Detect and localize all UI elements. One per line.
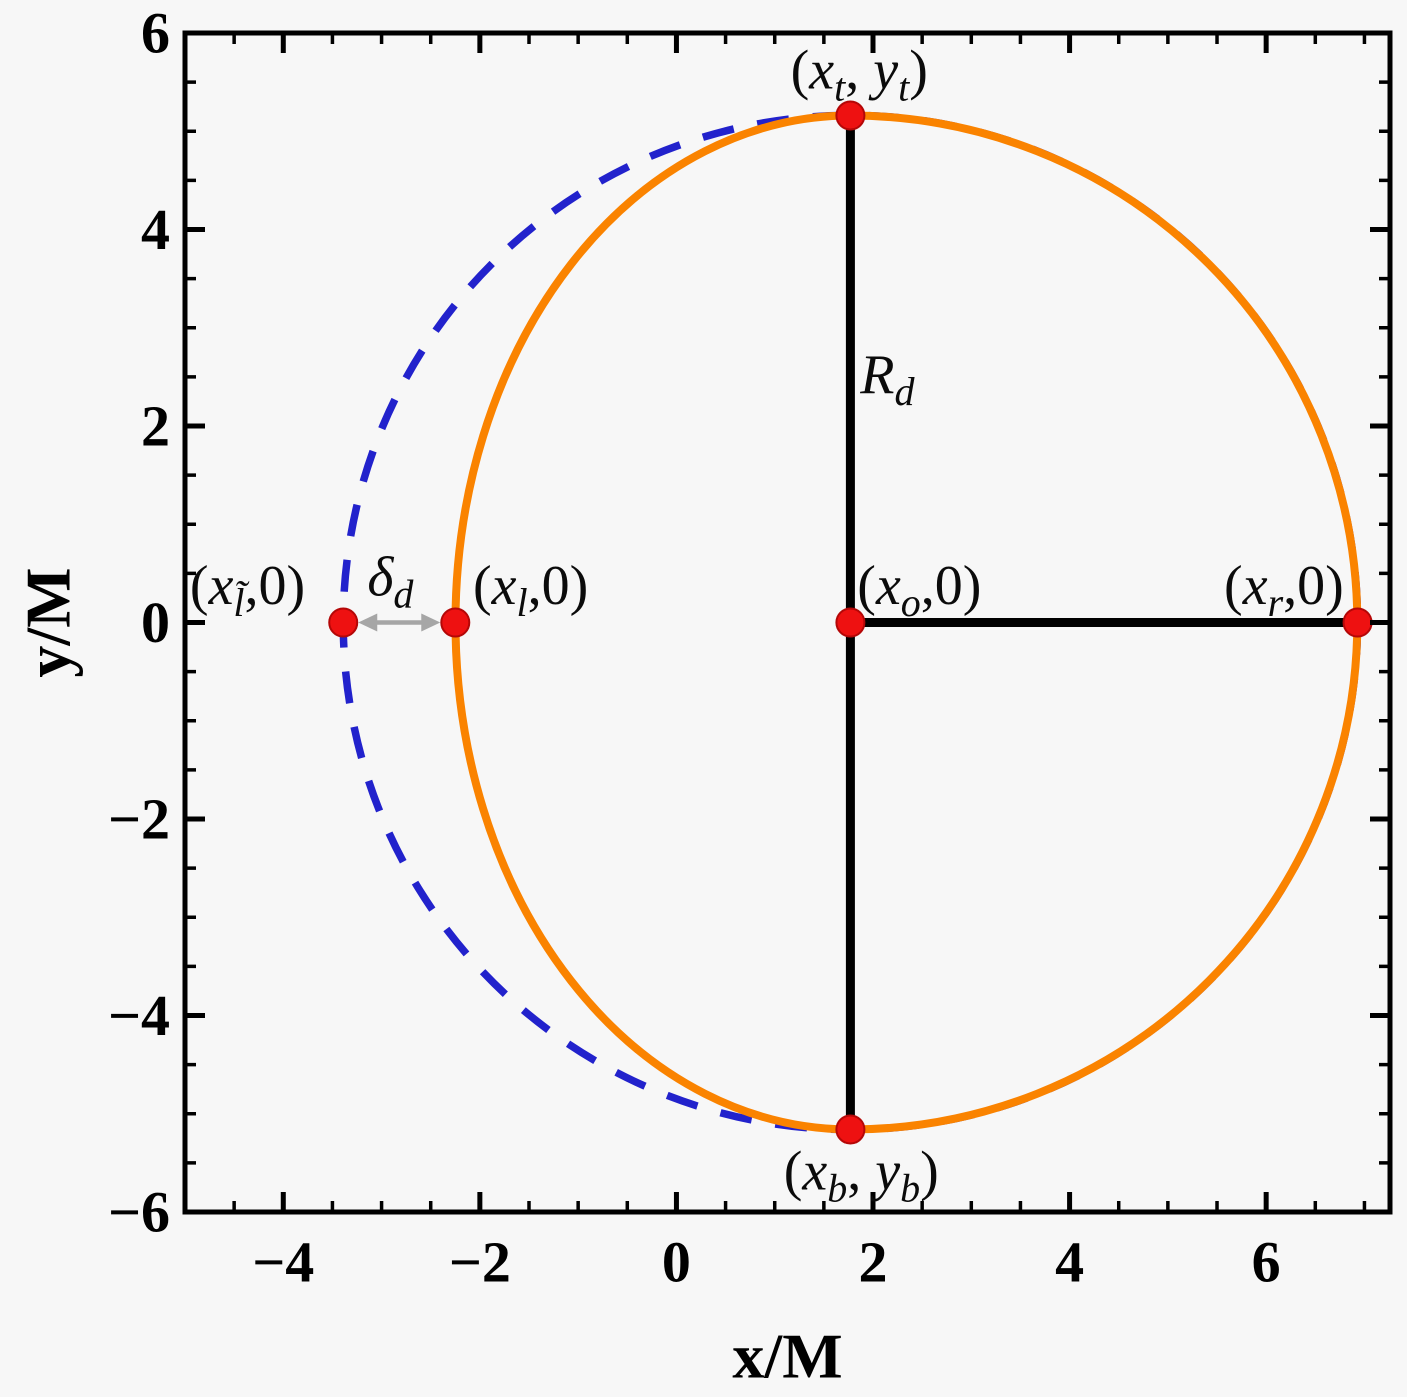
y-tick-label: 4 bbox=[141, 197, 170, 262]
x-tick-label: 0 bbox=[662, 1230, 691, 1295]
radius-label: Rd bbox=[859, 344, 915, 414]
x-tick-label: −4 bbox=[252, 1230, 314, 1295]
delta-d-label: δd bbox=[367, 546, 414, 616]
y-tick-label: −2 bbox=[108, 787, 170, 852]
delta-arrow-head-left bbox=[358, 613, 378, 632]
center-point-marker bbox=[835, 607, 866, 638]
center-point-label: (xo,0) bbox=[857, 555, 981, 625]
delta-arrow-head-right bbox=[421, 613, 441, 632]
right-point-marker bbox=[1342, 607, 1373, 638]
left-shadow-point-marker bbox=[440, 607, 471, 638]
x-tick-label: −2 bbox=[449, 1230, 511, 1295]
y-tick-label: 2 bbox=[141, 394, 170, 459]
x-tick-label: 6 bbox=[1252, 1230, 1281, 1295]
x-axis-label: x/M bbox=[732, 1321, 842, 1392]
y-tick-label: 0 bbox=[141, 590, 170, 655]
y-tick-label: −6 bbox=[108, 1180, 170, 1245]
x-tick-label: 2 bbox=[859, 1230, 888, 1295]
top-point-marker bbox=[835, 100, 866, 131]
left-circle-point-label: (xl̃,0) bbox=[190, 555, 305, 625]
left-shadow-point-label: (xl,0) bbox=[473, 555, 588, 625]
x-tick-label: 4 bbox=[1055, 1230, 1084, 1295]
bottom-point-marker bbox=[835, 1114, 866, 1145]
top-point-label: (xt, yt) bbox=[791, 39, 928, 109]
y-axis-label: y/M bbox=[13, 567, 84, 677]
bottom-point-label: (xb, yb) bbox=[784, 1141, 939, 1211]
y-tick-label: 6 bbox=[141, 1, 170, 66]
y-tick-label: −4 bbox=[108, 983, 170, 1048]
left-circle-point-marker bbox=[328, 607, 359, 638]
right-point-label: (xr,0) bbox=[1224, 555, 1344, 625]
